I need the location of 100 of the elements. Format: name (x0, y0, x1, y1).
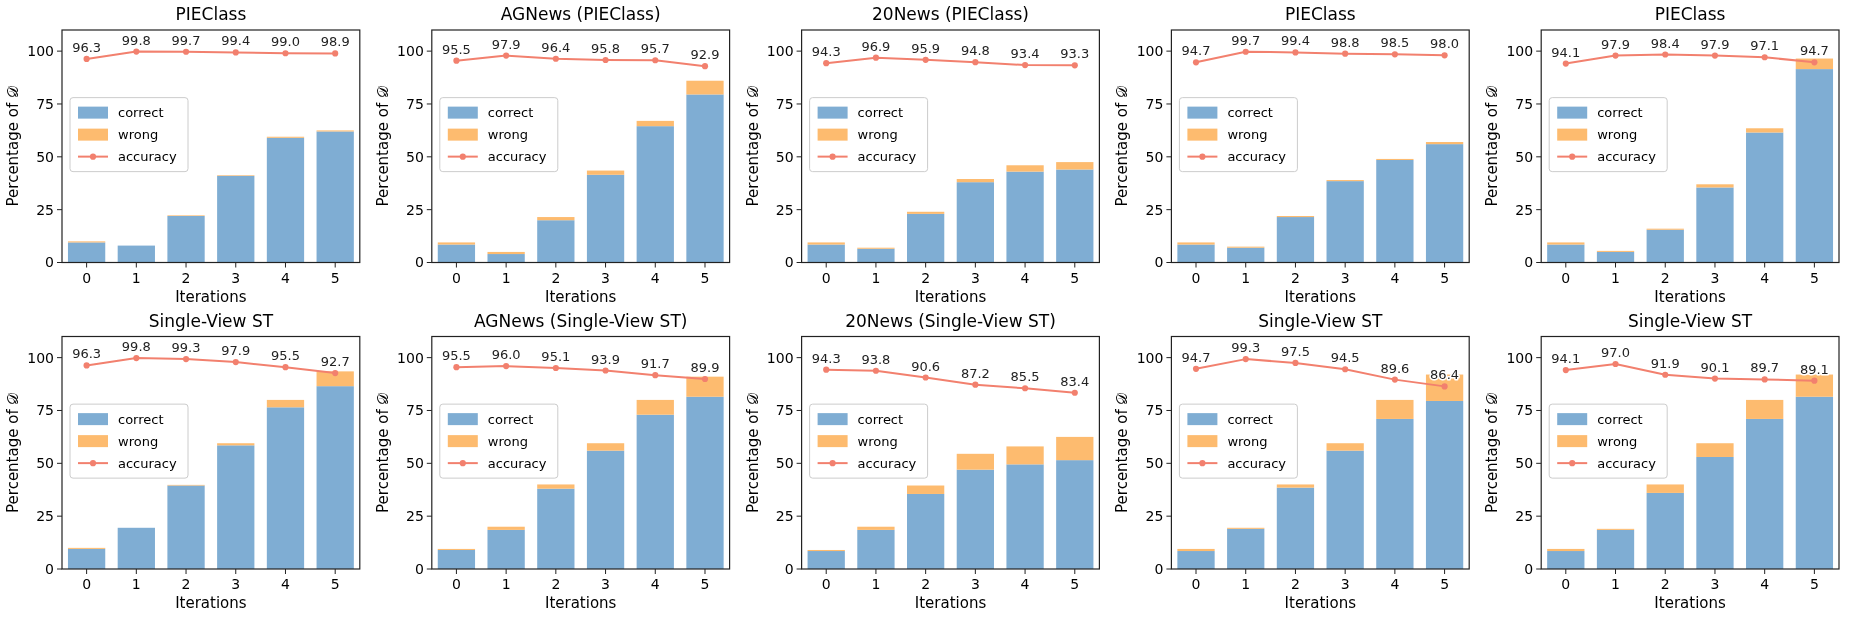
point (1811, 59, 1818, 66)
y-tick-label: 50 (405, 455, 424, 472)
legend-label: wrong (1227, 433, 1268, 449)
data-label: 90.6 (911, 358, 941, 374)
legend-label: accuracy (1227, 149, 1287, 165)
bar (537, 488, 575, 569)
data-label: 94.5 (1330, 350, 1360, 366)
y-axis-title: Percentage of 𝒟 (1483, 86, 1502, 207)
y-tick-label: 75 (405, 95, 424, 112)
y-tick-label: 50 (775, 455, 794, 472)
data-label: 99.3 (1231, 340, 1261, 356)
bar (537, 484, 575, 489)
y-tick-label: 75 (1145, 402, 1164, 419)
point (602, 367, 609, 374)
x-axis-title: Iterations (1654, 287, 1726, 306)
bar (1056, 162, 1094, 170)
data-label: 94.3 (811, 44, 841, 60)
bar (1006, 464, 1044, 569)
bar (1227, 247, 1265, 263)
y-axis-title: Percentage of 𝒟 (373, 392, 392, 513)
bar (117, 527, 155, 569)
x-tick-label: 2 (1290, 576, 1300, 592)
bar (907, 213, 945, 263)
x-tick-label: 4 (1390, 269, 1400, 286)
data-label: 95.5 (441, 41, 471, 57)
x-tick-label: 4 (1020, 576, 1030, 592)
y-tick-label: 25 (1145, 201, 1164, 218)
chart-title: Single-View ST (148, 310, 274, 331)
chart-title: Single-View ST (1258, 310, 1384, 331)
x-tick-label: 3 (231, 269, 241, 286)
data-label: 99.4 (221, 33, 251, 49)
x-tick-label: 1 (501, 269, 511, 286)
data-label: 98.4 (1650, 35, 1680, 51)
chart-title: AGNews (Single-View ST) (473, 310, 688, 331)
point (133, 354, 140, 362)
bar (956, 469, 994, 569)
x-tick-label: 2 (1290, 269, 1300, 286)
bar (1547, 548, 1585, 552)
bar (266, 137, 305, 263)
x-tick-label: 3 (1340, 576, 1350, 592)
point (1562, 60, 1569, 67)
bar (1547, 242, 1585, 245)
y-tick-label: 25 (405, 201, 424, 218)
x-tick-label: 5 (330, 576, 340, 592)
x-tick-label: 4 (1760, 269, 1770, 286)
bar (686, 80, 724, 95)
x-tick-label: 3 (970, 576, 980, 592)
bar (1646, 484, 1684, 493)
x-tick-label: 4 (281, 269, 291, 286)
bar (956, 453, 994, 470)
x-axis-title: Iterations (544, 287, 617, 306)
data-label: 99.0 (271, 34, 300, 50)
bar (537, 220, 575, 263)
x-tick-label: 5 (700, 576, 710, 592)
data-label: 99.4 (1280, 33, 1310, 49)
y-tick-label: 100 (27, 349, 54, 366)
point (1391, 376, 1398, 383)
legend-label: wrong (487, 433, 528, 449)
x-tick-label: 5 (1809, 269, 1819, 286)
data-label: 89.6 (1380, 360, 1410, 376)
bar (686, 94, 724, 263)
y-tick-label: 100 (397, 43, 424, 60)
data-label: 91.9 (1650, 355, 1680, 371)
x-tick-label: 1 (131, 269, 141, 286)
y-tick-label: 100 (766, 349, 794, 366)
bar (1056, 436, 1094, 461)
bar (1696, 187, 1734, 263)
x-tick-label: 4 (650, 269, 660, 286)
x-axis-title: Iterations (914, 594, 987, 612)
data-label: 95.1 (541, 348, 571, 364)
data-label: 90.1 (1700, 359, 1730, 375)
bar (437, 549, 476, 569)
legend-label: accuracy (487, 149, 547, 165)
y-tick-label: 0 (414, 254, 424, 271)
data-label: 85.5 (1010, 369, 1040, 385)
y-tick-label: 25 (775, 508, 794, 525)
data-label: 92.9 (690, 47, 720, 63)
y-tick-label: 100 (766, 43, 794, 60)
point (1562, 367, 1569, 374)
bar (1696, 184, 1734, 188)
legend-label: correct (857, 105, 904, 121)
bar (1646, 229, 1684, 263)
data-label: 97.9 (1601, 36, 1630, 52)
bar (117, 245, 155, 263)
y-tick-label: 100 (1136, 349, 1164, 366)
y-tick-label: 100 (397, 349, 424, 366)
bar (1177, 242, 1215, 245)
y-tick-label: 75 (405, 402, 424, 419)
y-tick-label: 75 (1515, 95, 1534, 112)
chart-title: AGNews (PIEClass) (500, 4, 661, 24)
data-label: 97.5 (1280, 343, 1310, 359)
data-label: 98.8 (1330, 34, 1360, 50)
bar (217, 443, 255, 446)
bar (1795, 69, 1834, 263)
data-label: 98.5 (1380, 35, 1410, 51)
point (1662, 51, 1669, 58)
y-tick-label: 0 (45, 254, 54, 271)
bar (1006, 171, 1044, 263)
legend-label: wrong (857, 127, 898, 143)
x-tick-label: 4 (1020, 269, 1030, 286)
